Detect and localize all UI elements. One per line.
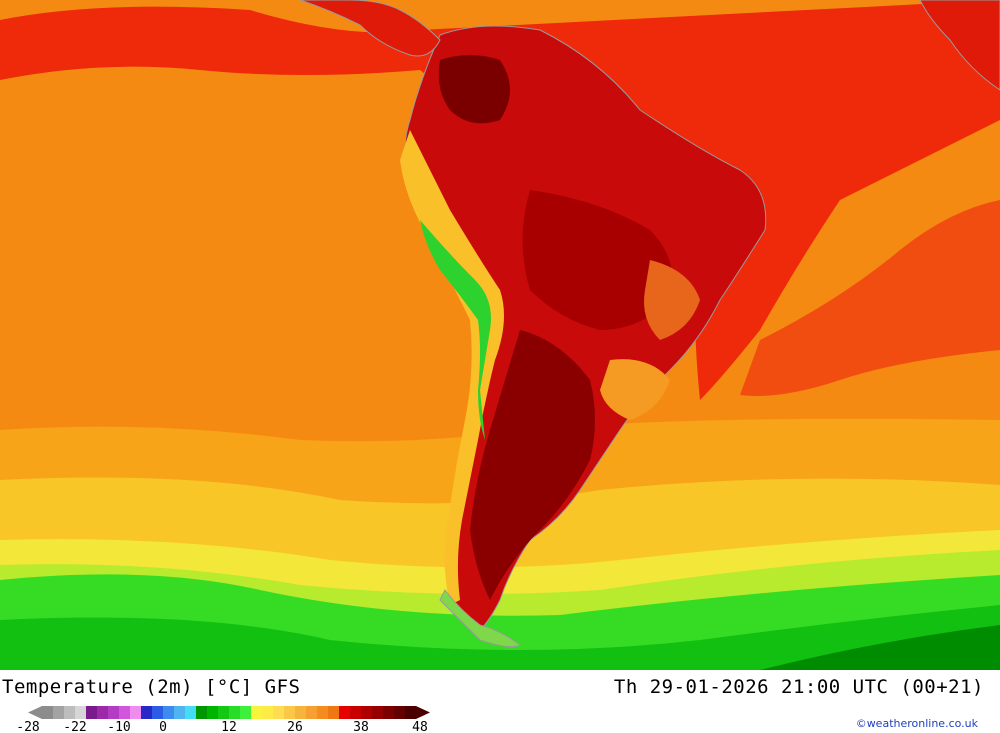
legend-swatch (152, 706, 163, 719)
legend-arrow-right (416, 706, 430, 719)
legend-swatch (284, 706, 295, 719)
legend-swatch (196, 706, 207, 719)
legend-swatch (218, 706, 229, 719)
cool-band-south-7 (760, 625, 1000, 670)
legend-swatch (372, 706, 383, 719)
cool-region-southeast-brazil (600, 359, 670, 420)
legend-swatch (97, 706, 108, 719)
legend-swatch (273, 706, 284, 719)
color-legend: -28 -22 -10 0 12 26 38 48 (16, 706, 430, 733)
legend-swatch (174, 706, 185, 719)
map-title: Temperature (2m) [°C] GFS (2, 676, 301, 698)
legend-swatch (42, 706, 53, 719)
legend-swatch (251, 706, 262, 719)
legend-swatch (86, 706, 97, 719)
hot-region-north (438, 55, 510, 124)
legend-swatch (262, 706, 273, 719)
legend-swatch (328, 706, 339, 719)
africa-tip (919, 0, 1000, 91)
cool-band-south-6 (0, 605, 1000, 670)
legend-swatch (130, 706, 141, 719)
central-america (299, 0, 441, 57)
legend-swatch (53, 706, 64, 719)
legend-label: -28 (16, 720, 39, 733)
legend-swatch (240, 706, 251, 719)
legend-swatch (361, 706, 372, 719)
legend-label: -22 (63, 720, 86, 733)
map-datetime: Th 29-01-2026 21:00 UTC (00+21) (613, 676, 984, 698)
temperature-map (0, 0, 1000, 670)
legend-swatch (383, 706, 394, 719)
legend-swatch (405, 706, 416, 719)
legend-swatch (141, 706, 152, 719)
legend-label: 26 (287, 720, 303, 733)
warm-ocean-north (0, 0, 1000, 400)
hot-region-brazil (522, 190, 673, 330)
legend-arrow-left (28, 706, 42, 719)
warm-ocean-east (740, 200, 1000, 396)
credit-link[interactable]: ©weatheronline.co.uk (855, 717, 978, 730)
legend-swatch (317, 706, 328, 719)
legend-swatch (394, 706, 405, 719)
hot-region-argentina (470, 330, 595, 600)
legend-swatch (295, 706, 306, 719)
legend-swatch (64, 706, 75, 719)
cold-strip-andes (420, 220, 491, 440)
cool-region-mato (644, 260, 700, 340)
legend-label: 38 (353, 720, 369, 733)
legend-swatch (229, 706, 240, 719)
legend-label: 0 (159, 720, 167, 733)
legend-swatch (108, 706, 119, 719)
patagonia-tip (439, 589, 521, 648)
legend-swatch (207, 706, 218, 719)
legend-label: -10 (107, 720, 130, 733)
legend-swatch (339, 706, 350, 719)
legend-swatch (163, 706, 174, 719)
legend-label: 12 (221, 720, 237, 733)
legend-swatch (119, 706, 130, 719)
legend-swatch (75, 706, 86, 719)
legend-swatch (185, 706, 196, 719)
map-footer (0, 670, 1000, 733)
legend-swatch (306, 706, 317, 719)
legend-swatch (350, 706, 361, 719)
legend-label: 48 (412, 720, 428, 733)
